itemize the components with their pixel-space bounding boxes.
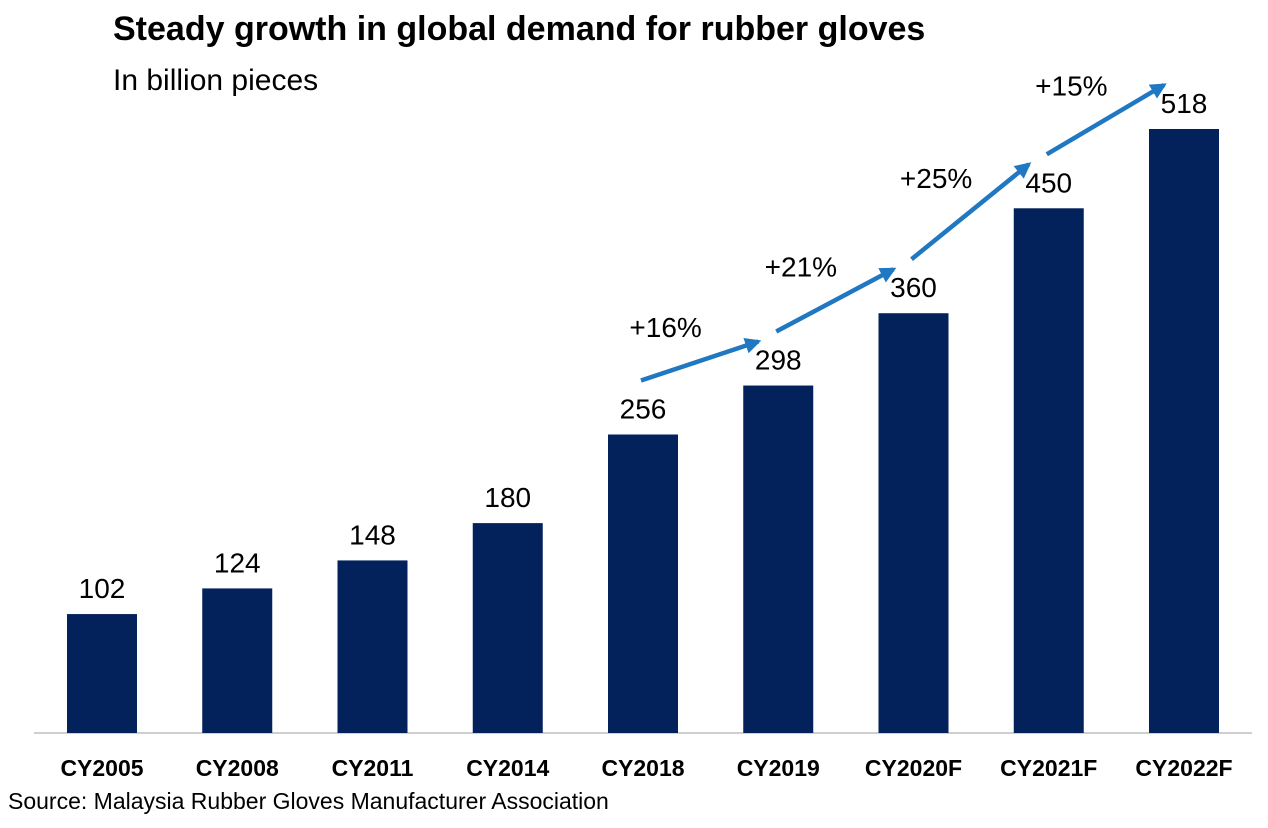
x-tick-label-cy2019: CY2019 [737,755,820,781]
chart-title: Steady growth in global demand for rubbe… [113,10,926,48]
bar-cy2019 [743,385,814,733]
data-label-cy2021f: 450 [1025,167,1072,198]
growth-arrow-3 [910,162,1032,261]
bar-cy2008 [202,588,273,733]
data-label-cy2022f: 518 [1161,88,1208,119]
x-tick-label-cy2005: CY2005 [60,755,143,781]
x-tick-label-cy2011: CY2011 [332,755,414,781]
x-tick-label-cy2008: CY2008 [196,755,279,781]
data-label-cy2008: 124 [214,547,261,578]
data-label-cy2020f: 360 [890,272,937,303]
bar-cy2022f [1149,129,1219,733]
growth-arrow-4 [1045,83,1167,157]
growth-label-4: +15% [1035,71,1107,102]
source-note: Source: Malaysia Rubber Gloves Manufactu… [8,788,609,814]
growth-arrow-2 [775,267,897,334]
bar-cy2011 [337,560,408,733]
x-tick-label-cy2014: CY2014 [466,755,549,781]
growth-label-3: +25% [900,163,972,194]
x-tick-label-cy2021f: CY2021F [1000,755,1097,781]
x-tick-label-cy2022f: CY2022F [1135,755,1232,781]
data-label-cy2014: 180 [484,482,531,513]
x-tick-label-cy2020f: CY2020F [865,755,962,781]
growth-arrow-1 [640,337,762,383]
chart-subtitle: In billion pieces [113,64,319,97]
growth-label-1: +16% [629,312,701,343]
bar-cy2020f [878,313,949,733]
bar-cy2021f [1013,208,1084,734]
bar-cy2018 [608,434,678,733]
data-label-cy2011: 148 [349,519,396,550]
data-label-cy2018: 256 [620,393,667,424]
x-tick-label-cy2018: CY2018 [601,755,684,781]
bar-cy2005 [67,614,137,733]
growth-label-2: +21% [765,251,837,282]
data-label-cy2005: 102 [79,573,126,604]
bar-cy2014 [472,523,543,733]
data-label-cy2019: 298 [755,345,802,376]
